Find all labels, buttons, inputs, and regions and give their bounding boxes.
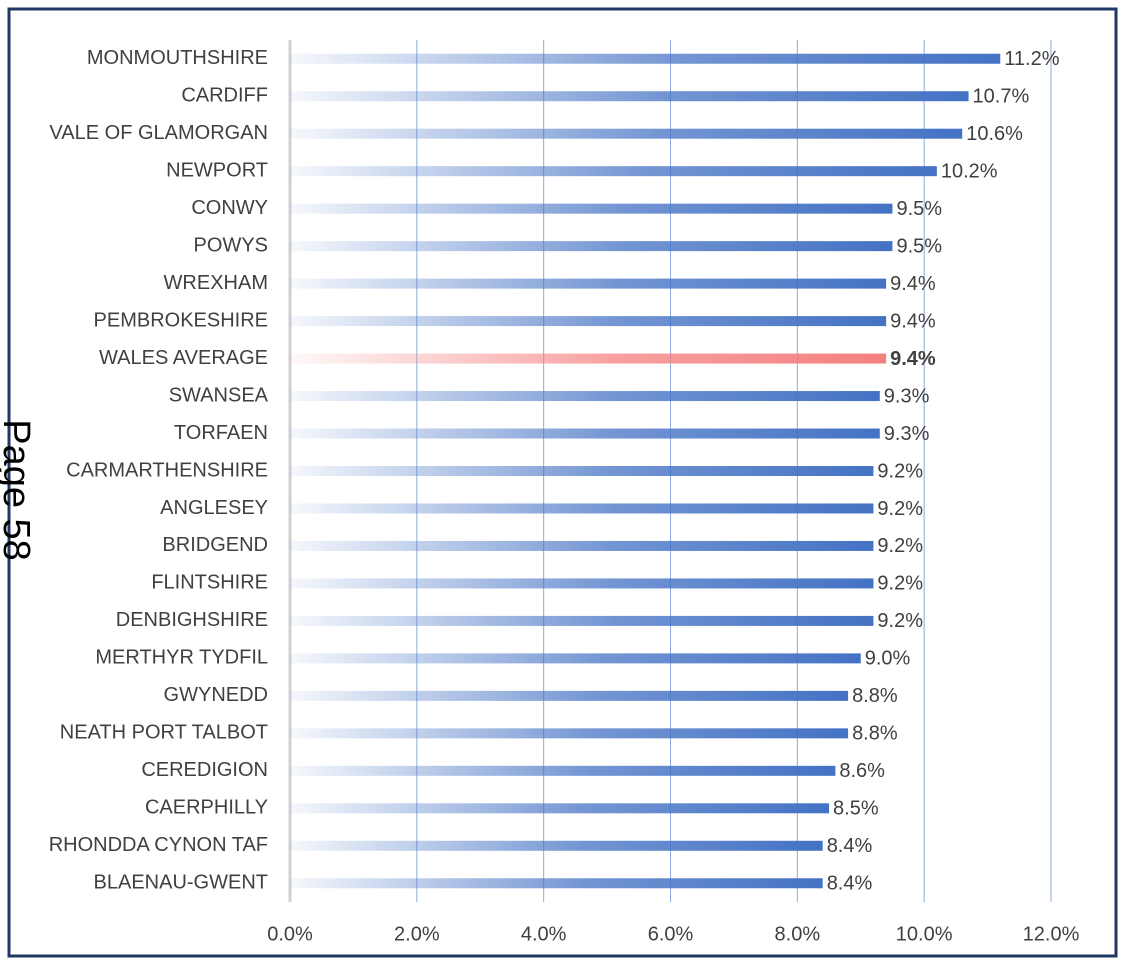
bar: [290, 728, 849, 739]
value-label: 8.5%: [833, 798, 879, 820]
y-tick-label: TORFAEN: [174, 422, 268, 444]
bar: [290, 278, 887, 289]
value-label: 9.2%: [877, 498, 923, 520]
bar: [290, 203, 893, 214]
bar: [290, 166, 937, 177]
y-tick-label: CAERPHILLY: [145, 797, 268, 819]
value-label: 9.4%: [890, 273, 936, 295]
value-label: 11.2%: [1004, 48, 1059, 70]
bar: [290, 128, 963, 139]
value-label: 9.2%: [877, 573, 923, 595]
value-label: 9.2%: [877, 535, 923, 557]
value-label: 10.6%: [966, 123, 1023, 145]
y-tick-label: ANGLESEY: [160, 497, 268, 519]
y-tick-label: MONMOUTHSHIRE: [87, 47, 268, 69]
bar: [290, 878, 823, 889]
y-tick-label: CEREDIGION: [141, 759, 268, 781]
value-label: 10.7%: [973, 85, 1030, 107]
bar: [290, 503, 874, 514]
value-label: 8.4%: [827, 873, 873, 895]
y-tick-label: NEATH PORT TALBOT: [60, 722, 268, 744]
y-tick-label: POWYS: [194, 234, 268, 256]
value-label: 9.4%: [890, 310, 936, 332]
bar: [290, 803, 830, 814]
y-tick-label: SWANSEA: [169, 384, 269, 406]
y-tick-label: FLINTSHIRE: [151, 572, 268, 594]
x-tick-label: 4.0%: [521, 923, 567, 945]
y-tick-label: RHONDDA CYNON TAF: [49, 834, 268, 856]
value-label: 8.8%: [852, 723, 898, 745]
bar: [290, 391, 880, 402]
y-tick-label: WALES AVERAGE: [99, 347, 268, 369]
y-tick-label: VALE OF GLAMORGAN: [49, 122, 268, 144]
bar: [290, 91, 969, 102]
x-tick-label: 6.0%: [648, 923, 694, 945]
y-tick-label: MERTHYR TYDFIL: [95, 647, 268, 669]
value-label: 8.4%: [827, 835, 873, 857]
x-tick-label: 10.0%: [896, 923, 953, 945]
y-tick-label: GWYNEDD: [164, 684, 268, 706]
bar: [290, 428, 880, 439]
bar: [290, 540, 874, 551]
bar: [290, 653, 861, 664]
page-annotation: Page 58: [0, 419, 37, 561]
bar: [290, 690, 849, 701]
x-tick-label: 0.0%: [267, 923, 313, 945]
value-label: 9.0%: [865, 648, 911, 670]
y-tick-label: BLAENAU-GWENT: [94, 872, 268, 894]
x-tick-label: 2.0%: [394, 923, 440, 945]
value-label: 8.6%: [839, 760, 885, 782]
bar: [290, 241, 893, 252]
value-label: 9.4%: [890, 348, 936, 370]
y-tick-label: NEWPORT: [166, 159, 268, 181]
value-label: 9.3%: [884, 423, 930, 445]
y-tick-label: PEMBROKESHIRE: [94, 309, 268, 331]
bar: [290, 53, 1001, 64]
x-tick-label: 12.0%: [1023, 923, 1080, 945]
y-tick-label: DENBIGHSHIRE: [116, 609, 268, 631]
bar: [290, 840, 823, 851]
y-tick-label: WREXHAM: [164, 272, 268, 294]
value-label: 9.5%: [896, 198, 942, 220]
bar: [290, 316, 887, 327]
value-label: 8.8%: [852, 685, 898, 707]
value-label: 9.3%: [884, 385, 930, 407]
x-tick-label: 8.0%: [775, 923, 821, 945]
bar: [290, 765, 836, 776]
y-tick-label: CONWY: [191, 197, 268, 219]
bar: [290, 466, 874, 476]
bar: [290, 353, 887, 364]
value-label: 9.5%: [896, 235, 942, 257]
value-label: 9.2%: [877, 460, 923, 482]
y-tick-label: CARMARTHENSHIRE: [66, 459, 268, 481]
y-tick-label: BRIDGEND: [162, 534, 268, 556]
value-label: 9.2%: [877, 610, 923, 632]
value-label: 10.2%: [941, 160, 998, 182]
y-tick-label: CARDIFF: [181, 84, 268, 106]
bar: [290, 578, 874, 589]
bar: [290, 615, 874, 626]
